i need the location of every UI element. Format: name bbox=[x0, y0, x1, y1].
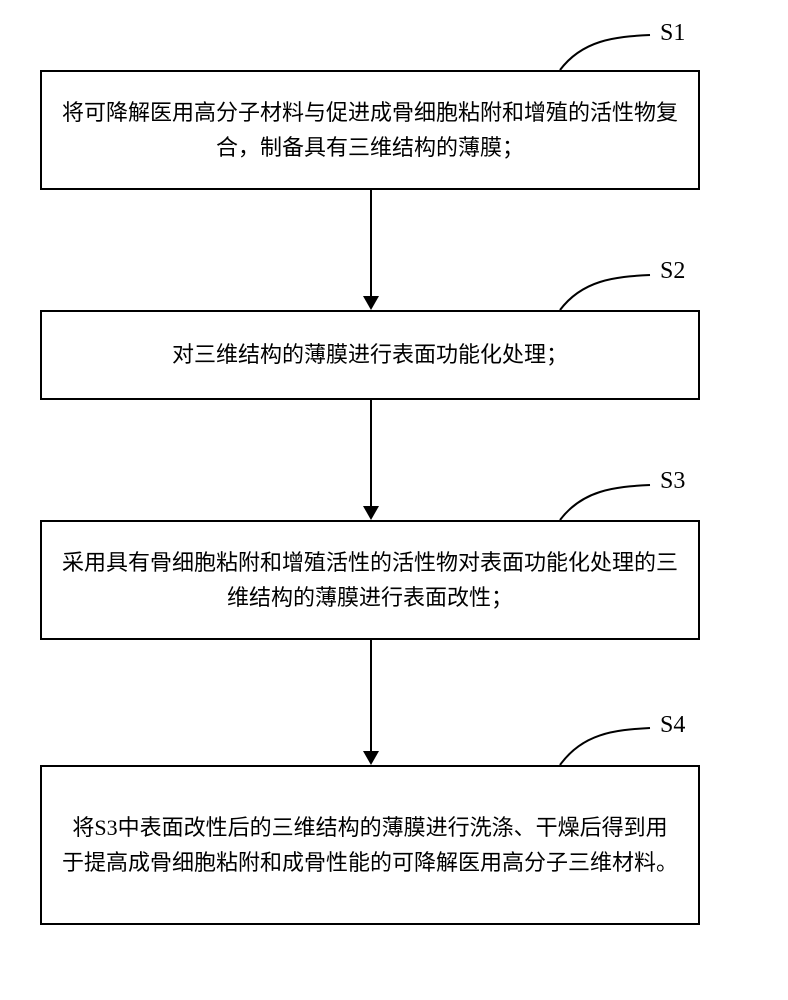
arrow-head-s3-s4 bbox=[363, 751, 379, 765]
step-label-s2: S2 bbox=[660, 258, 685, 285]
arrow-line-s1-s2 bbox=[370, 190, 372, 296]
step-box-s3: 采用具有骨细胞粘附和增殖活性的活性物对表面功能化处理的三维结构的薄膜进行表面改性… bbox=[40, 520, 700, 640]
arrow-head-s2-s3 bbox=[363, 506, 379, 520]
step-text-s4: 将S3中表面改性后的三维结构的薄膜进行洗涤、干燥后得到用于提高成骨细胞粘附和成骨… bbox=[62, 810, 678, 880]
arrow-head-s1-s2 bbox=[363, 296, 379, 310]
step-box-s2: 对三维结构的薄膜进行表面功能化处理； bbox=[40, 310, 700, 400]
step-text-s1: 将可降解医用高分子材料与促进成骨细胞粘附和增殖的活性物复合，制备具有三维结构的薄… bbox=[62, 95, 678, 165]
step-text-s3: 采用具有骨细胞粘附和增殖活性的活性物对表面功能化处理的三维结构的薄膜进行表面改性… bbox=[62, 545, 678, 615]
flowchart-canvas: 将可降解医用高分子材料与促进成骨细胞粘附和增殖的活性物复合，制备具有三维结构的薄… bbox=[0, 0, 788, 1000]
step-label-s3: S3 bbox=[660, 468, 685, 495]
step-box-s1: 将可降解医用高分子材料与促进成骨细胞粘附和增殖的活性物复合，制备具有三维结构的薄… bbox=[40, 70, 700, 190]
step-label-s1: S1 bbox=[660, 20, 685, 47]
arrow-line-s3-s4 bbox=[370, 640, 372, 751]
arrow-line-s2-s3 bbox=[370, 400, 372, 506]
step-text-s2: 对三维结构的薄膜进行表面功能化处理； bbox=[172, 337, 568, 372]
step-label-s4: S4 bbox=[660, 712, 685, 739]
step-box-s4: 将S3中表面改性后的三维结构的薄膜进行洗涤、干燥后得到用于提高成骨细胞粘附和成骨… bbox=[40, 765, 700, 925]
